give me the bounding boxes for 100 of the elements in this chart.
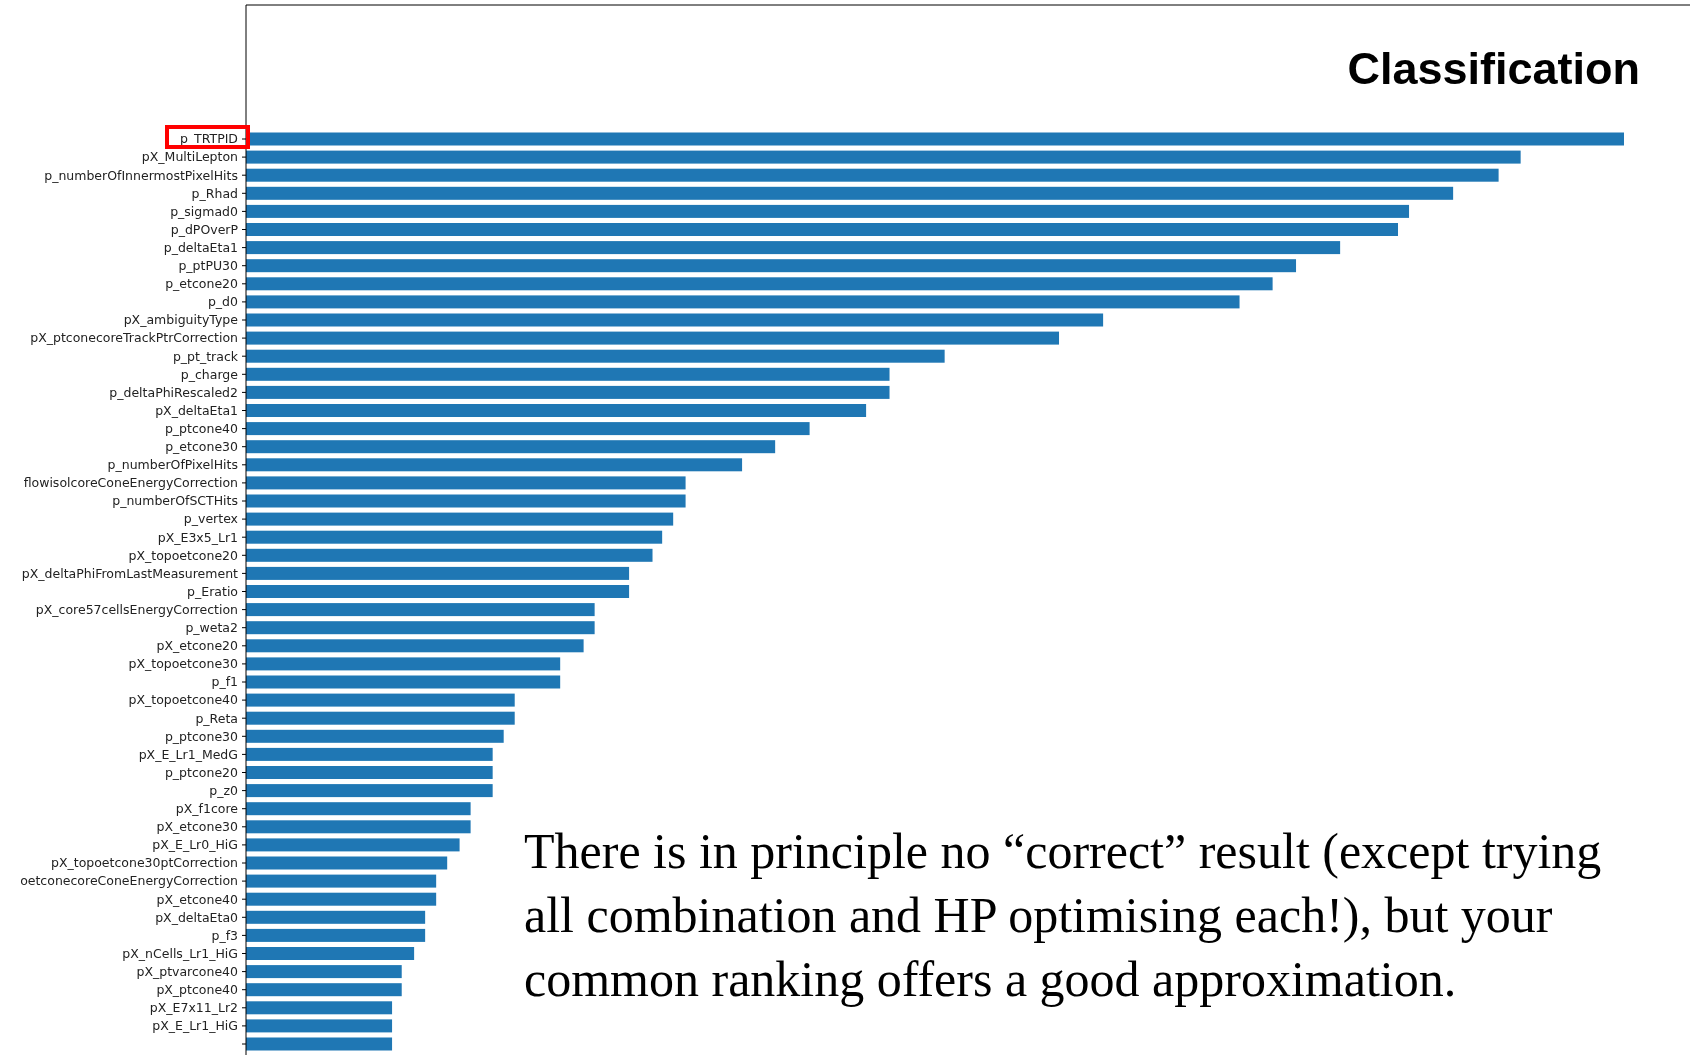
- y-tick-label: p_charge: [180, 366, 239, 382]
- y-tick-label: flowisolcoreConeEnergyCorrection: [23, 475, 238, 491]
- y-tick-label: p_d0: [207, 294, 239, 310]
- y-tick-label: pX_E_Lr1_HiG: [152, 1018, 238, 1034]
- y-tick-label: pX_E3x5_Lr1: [157, 529, 238, 545]
- y-tick-label: pX_f1core: [175, 801, 239, 817]
- bar: [246, 874, 437, 888]
- bar: [246, 313, 1104, 327]
- y-tick-label: p_ptcone30: [164, 728, 239, 744]
- bar: [246, 621, 595, 635]
- bar: [246, 983, 402, 997]
- y-tick-label: pX_topoetcone30: [128, 656, 239, 672]
- y-tick-label: p_deltaPhiRescaled2: [109, 384, 238, 400]
- y-tick-label: pX_deltaPhiFromLastMeasurement: [21, 565, 239, 581]
- bar: [246, 385, 890, 399]
- bar: [246, 548, 653, 562]
- y-tick-label: pX_MultiLepton: [141, 149, 238, 165]
- y-tick-label: p_TRTPID: [179, 131, 238, 147]
- y-tick-label: pX_etcone20: [156, 638, 239, 654]
- bar: [246, 458, 743, 472]
- y-tick-label: p_Rhad: [191, 185, 238, 201]
- bar: [246, 1019, 393, 1033]
- y-tick-label: p_Eratio: [187, 583, 238, 599]
- y-tick-label: pX_topoetcone40: [128, 692, 239, 708]
- bar: [246, 367, 890, 381]
- bar: [246, 440, 776, 454]
- bar: [246, 168, 1499, 182]
- y-tick-label: p_etcone30: [165, 439, 239, 455]
- bar: [246, 476, 686, 490]
- chart-title: Classification: [1347, 43, 1640, 94]
- bar: [246, 1037, 393, 1051]
- y-tick-label: p_numberOfSCTHits: [112, 493, 238, 509]
- y-tick-label: pX_etcone40: [156, 891, 239, 907]
- bar: [246, 947, 415, 960]
- bar: [246, 223, 1399, 236]
- bar: [246, 820, 471, 834]
- y-tick-label: pX_etcone30: [156, 819, 239, 835]
- bar: [246, 1001, 393, 1015]
- y-tick-label: pX_topoetcone30ptCorrection: [50, 855, 238, 871]
- bar: [246, 711, 515, 725]
- y-tick-label: pX_ptconecoreTrackPtrCorrection: [30, 330, 238, 346]
- y-tick-label: pX_topoetcone20: [128, 547, 239, 563]
- bar: [246, 585, 630, 598]
- y-tick-label: pX_nCells_Lr1_HiG: [122, 945, 238, 961]
- y-tick-label: p_z0: [209, 782, 239, 798]
- bar: [246, 693, 515, 707]
- y-tick-label: p_dPOverP: [170, 221, 239, 237]
- bar: [246, 965, 402, 979]
- y-tick-label: pX_ptvarcone40: [136, 963, 239, 979]
- y-tick-label: pX_ambiguityType: [123, 312, 239, 328]
- bar: [246, 784, 493, 798]
- bar: [246, 856, 448, 870]
- bar: [246, 766, 493, 779]
- y-tick-label: pX_E_Lr1_MedG: [138, 746, 238, 762]
- bar: [246, 186, 1454, 200]
- bar: [246, 295, 1240, 309]
- y-tick-label: pX_E7x11_Lr2: [149, 1000, 238, 1016]
- y-tick-label: p_etcone20: [165, 276, 239, 292]
- bar: [246, 928, 426, 942]
- y-tick-label: p_pt_track: [172, 348, 239, 364]
- bar: [246, 241, 1341, 255]
- bar: [246, 639, 584, 653]
- y-tick-label: p_deltaEta1: [163, 239, 238, 255]
- bar: [246, 892, 437, 906]
- bar: [246, 838, 460, 852]
- y-tick-label: p_weta2: [185, 620, 238, 636]
- bar: [246, 603, 595, 617]
- y-tick-label: pX_ptcone40: [156, 982, 239, 998]
- y-tick-label: p_ptcone20: [164, 764, 239, 780]
- y-tick-label: p_numberOfInnermostPixelHits: [44, 167, 238, 183]
- y-tick-label: p_vertex: [183, 511, 238, 527]
- bar: [246, 657, 561, 671]
- bar: [246, 747, 493, 761]
- bar: [246, 204, 1410, 218]
- y-tick-label: p_sigmad0: [170, 203, 239, 219]
- bar: [246, 910, 426, 924]
- y-tick-label: p_f3: [211, 927, 238, 943]
- y-tick-label: pX_deltaEta0: [155, 909, 239, 925]
- y-tick-label: p_ptPU30: [178, 258, 239, 274]
- bar: [246, 277, 1273, 291]
- bar: [246, 331, 1060, 345]
- y-tick-label: oetconecoreConeEnergyCorrection: [20, 873, 238, 889]
- bar: [246, 150, 1521, 164]
- y-tick-label: p_f1: [211, 674, 238, 690]
- bar: [246, 422, 810, 436]
- y-tick-label: p_Reta: [195, 710, 238, 726]
- y-tick-label: p_numberOfPixelHits: [107, 457, 238, 473]
- bar: [246, 675, 561, 689]
- bar: [246, 566, 630, 580]
- y-tick-label: pX_deltaEta1: [155, 402, 238, 418]
- bar: [246, 729, 504, 743]
- y-tick-label: pX_core57cellsEnergyCorrection: [35, 601, 238, 617]
- bar: [246, 404, 867, 417]
- annotation: There is in principle no “correct” result (except trying all combination and HP optimising each!), but your common ranking offers a good approximation.: [524, 823, 1602, 1007]
- bar: [246, 530, 663, 544]
- bar: [246, 349, 945, 363]
- y-tick-label: pX_E_Lr0_HiG: [152, 837, 238, 853]
- bar: [246, 494, 686, 508]
- bar: [246, 259, 1297, 273]
- y-tick-label: p_ptcone40: [164, 420, 239, 436]
